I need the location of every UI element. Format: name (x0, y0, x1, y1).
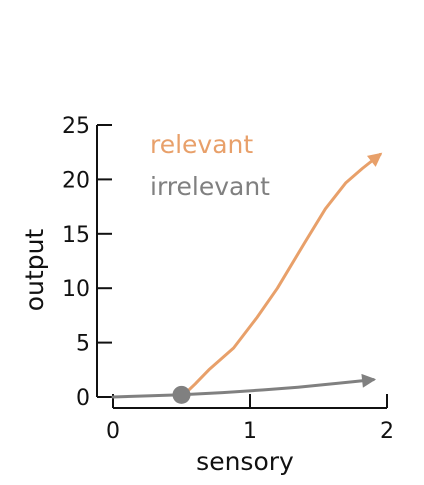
x-tick-label: 2 (380, 419, 394, 444)
y-tick-label: 10 (62, 277, 90, 302)
y-tick-label: 0 (76, 386, 90, 411)
axes: 0 5 10 15 20 25 0 1 2 sensory output (20, 114, 394, 476)
x-tick-label: 1 (243, 419, 257, 444)
y-tick-label: 25 (62, 114, 90, 139)
series-line-irrelevant (111, 373, 377, 399)
legend-label-irrelevant: irrelevant (150, 172, 270, 201)
y-tick-label: 5 (76, 332, 90, 357)
y-axis-title: output (20, 229, 49, 312)
x-axis-title: sensory (196, 447, 294, 476)
series-layer (111, 152, 383, 404)
legend: relevant irrelevant (150, 130, 270, 201)
start-point-marker (172, 385, 191, 404)
y-tick-label: 20 (62, 168, 90, 193)
y-tick-label: 15 (62, 223, 90, 248)
legend-label-relevant: relevant (150, 130, 253, 159)
series-line-relevant (180, 152, 383, 399)
x-tick-label: 0 (106, 419, 120, 444)
